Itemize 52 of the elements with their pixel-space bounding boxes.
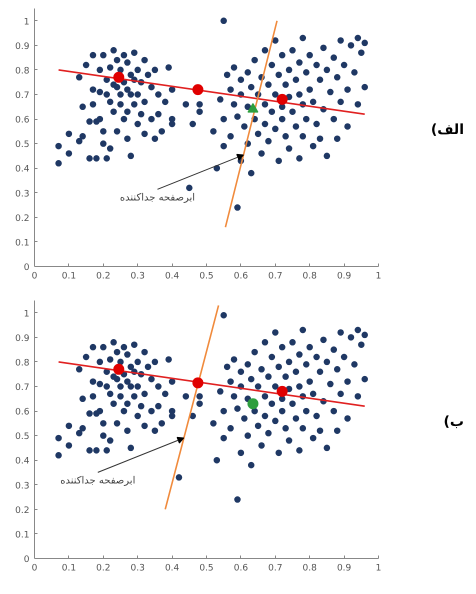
text: ب) [444,413,464,432]
y-tick-label: 0 [24,263,30,273]
x-tick-label: 0.5 [199,272,214,282]
x-tick-label: 0 [32,272,38,282]
x-tick-label: 0.7 [268,272,282,282]
point [276,386,288,397]
x-tick-label: 0.2 [96,272,110,282]
x-tick-label: 0.4 [164,272,180,282]
x-tick-label: 0.6 [234,564,248,574]
y-tick-label: 0.3 [15,481,30,492]
y-tick-label: 0.6 [15,116,30,126]
x-tick-label: 0 [32,564,38,574]
point [192,377,204,388]
x-tick-label: 0.7 [268,564,282,574]
y-tick-label: 0.3 [15,189,30,200]
x-tick-label: 0.3 [130,564,145,574]
y-tick-label: 0.5 [15,140,30,150]
y-tick-label: 0.6 [15,408,30,418]
y-tick-label: 0.4 [15,164,30,175]
x-tick-label: 0.2 [96,564,110,574]
x-tick-label: 0.6 [234,272,248,282]
x-tick-label: 0.1 [62,272,76,282]
annotation: ابرصفحه جداکننده [60,475,136,486]
x-tick-label: 0.9 [336,564,352,574]
x-tick-label: 0.4 [164,564,180,574]
y-tick-label: 0.2 [15,214,30,224]
x-tick-label: 0.3 [130,272,145,282]
x-tick-label: 0.8 [302,272,318,282]
y-tick-label: 0.2 [15,506,30,516]
y-tick-label: 0.5 [15,432,30,442]
y-tick-label: 0.9 [15,334,30,344]
y-tick-label: 0 [24,555,30,565]
annotation: ابرصفحه جداکننده [120,192,196,204]
y-tick-label: 0.9 [15,42,30,52]
y-tick-label: 0.8 [15,358,30,368]
x-tick-label: 0.5 [199,564,214,574]
x-tick-label: 0.1 [62,564,76,574]
y-tick-label: 0.8 [15,66,30,76]
y-tick-label: 0.1 [15,530,30,540]
y-tick-label: 0.4 [15,456,30,467]
x-tick-label: 1 [376,272,382,282]
x-tick-label: 1 [376,564,382,574]
point [113,364,124,375]
y-tick-label: 1 [24,17,30,28]
y-tick-label: 0.7 [15,383,30,393]
text: الف) [430,121,464,140]
point [247,398,258,410]
y-tick-label: 0.1 [15,238,30,248]
x-tick-label: 0.9 [336,272,352,282]
y-tick-label: 1 [24,309,30,320]
x-tick-label: 0.8 [302,564,318,574]
y-tick-label: 0.7 [15,91,30,101]
